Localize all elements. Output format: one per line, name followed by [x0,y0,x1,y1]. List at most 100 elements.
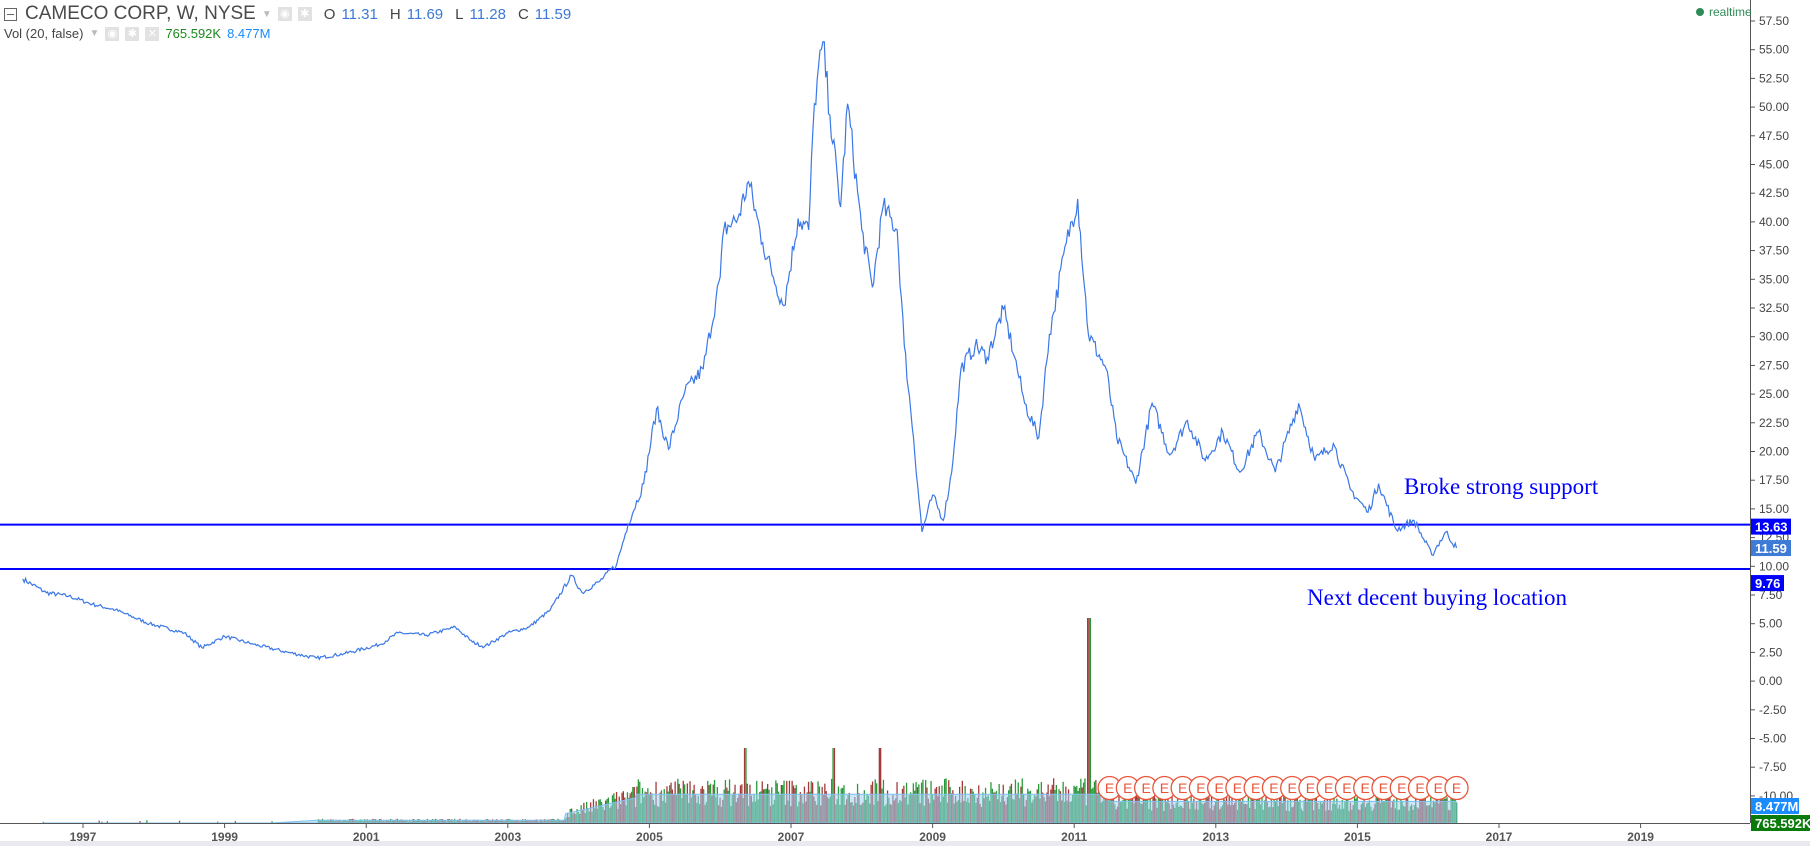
horizontal-lines[interactable] [0,523,1750,571]
x-tick-label: 2005 [636,830,663,844]
realtime-label: realtime [1709,5,1752,19]
symbol-title[interactable]: CAMECO CORP, W, NYSE [25,3,256,24]
earnings-label: E [1196,780,1205,796]
earnings-label: E [1233,780,1242,796]
volume-study-label[interactable]: Vol (20, false) [4,26,84,41]
volume-bar [146,820,148,823]
volume-bar [1087,618,1089,823]
x-tick-label: 2019 [1627,830,1654,844]
y-tick-label: 2.50 [1759,645,1783,659]
volume-bar [833,748,836,823]
earnings-marker[interactable]: E [1444,775,1469,801]
close-icon[interactable]: ✕ [145,26,160,41]
earnings-label: E [1415,780,1424,796]
earnings-marker[interactable]: E [1426,775,1451,801]
volume-bars [42,618,1458,824]
x-tick-label: 2013 [1202,830,1229,844]
x-tick-label: 1997 [70,830,97,844]
line-price-label: 9.76 [1755,576,1780,591]
gear-icon[interactable]: ✱ [297,7,312,21]
y-tick-label: 50.00 [1759,100,1789,114]
chevron-down-icon[interactable]: ▼ [89,28,100,39]
earnings-label: E [1123,780,1132,796]
y-tick-label: 10.00 [1759,559,1789,573]
open-label: O [323,5,336,23]
y-tick-label: -5.00 [1759,732,1787,746]
volume-bar [1088,618,1090,823]
annotation-broke-support[interactable]: Broke strong support [1404,474,1599,499]
earnings-marker[interactable]: E [1298,775,1323,801]
earnings-label: E [1361,780,1370,796]
y-tick-label: 5.00 [1759,617,1783,631]
volume-bar [880,748,882,823]
x-tick-label: 2003 [494,830,521,844]
volume-bar [878,748,880,823]
volume-bar [98,820,100,823]
earnings-label: E [1397,780,1406,796]
volume-legend: Vol (20, false) ▼ ◉ ✱ ✕ 765.592K 8.477M [4,26,270,41]
volume-last-label: 765.592K [1755,816,1810,831]
annotation-buying-location[interactable]: Next decent buying location [1307,585,1567,610]
y-tick-label: 20.00 [1759,445,1789,459]
realtime-indicator: realtime [1696,5,1752,19]
volume-bar [832,748,834,823]
close-value: 11.59 [534,5,572,23]
earnings-label: E [1178,780,1187,796]
volume-bar [101,821,103,823]
x-tick-label: 2007 [778,830,805,844]
time-axis[interactable]: 1997 1999 2001 2003 2005 2007 2009 2011 2013 2015… [70,823,1655,844]
earnings-label: E [1306,780,1315,796]
volume-last-label-bg [1751,815,1810,831]
collapse-icon[interactable] [4,7,17,21]
low-value: 11.28 [469,5,506,23]
earnings-label: E [1379,780,1388,796]
y-tick-label: 17.50 [1759,473,1789,487]
high-label: H [389,5,401,23]
bottom-scrollbar[interactable] [0,841,1810,846]
symbol-legend: CAMECO CORP, W, NYSE ▼ ◉ ✱ O 11.31 H 11.69… [4,3,571,25]
earnings-label: E [1434,780,1443,796]
volume-bar [1089,618,1091,823]
y-tick-label: 52.50 [1759,71,1789,85]
y-tick-label: 55.00 [1759,43,1789,57]
volume-bar [1456,802,1458,823]
open-value: 11.31 [341,5,378,23]
volume-bar [271,821,273,823]
earnings-label: E [1160,780,1169,796]
earnings-label: E [1251,780,1260,796]
volume-bar [42,821,44,823]
high-value: 11.69 [406,5,444,23]
earnings-circle-icon [1444,775,1469,801]
x-tick-label: 2009 [919,830,946,844]
gear-icon[interactable]: ✱ [125,26,140,41]
y-tick-label: 42.50 [1759,186,1789,200]
y-tick-label: 45.00 [1759,158,1789,172]
low-label: L [455,5,464,23]
volume-bar [106,821,108,823]
volume-ma-label-bg [1751,798,1799,814]
y-tick-label: 22.50 [1759,416,1789,430]
earnings-marker[interactable]: E [1133,775,1159,801]
status-dot-icon [1696,8,1704,16]
earnings-marker[interactable]: E [1115,775,1141,801]
eye-icon[interactable]: ◉ [277,7,292,21]
x-tick-label: 1999 [211,830,238,844]
y-tick-label: 30.00 [1759,330,1789,344]
axis-price-labels: 13.63 11.59 9.76 8.477M 765.592K [1751,518,1810,831]
line-price-label-bg [1751,518,1791,535]
y-tick-label: 7.50 [1759,588,1783,602]
price-axis[interactable]: 57.50 55.00 52.50 50.00 47.50 45.00 42.50 40.00… [1750,14,1793,803]
y-tick-label: -7.50 [1759,760,1787,774]
y-tick-label: 27.50 [1759,358,1789,372]
volume-bar [139,821,141,823]
y-tick-label: 57.50 [1759,14,1789,28]
volume-value: 765.592K [165,26,222,41]
x-tick-label: 2015 [1344,830,1371,844]
eye-icon[interactable]: ◉ [105,26,120,41]
close-label: C [517,5,529,23]
y-tick-label: 32.50 [1759,301,1789,315]
chevron-down-icon[interactable]: ▼ [261,8,272,20]
earnings-label: E [1214,780,1223,796]
